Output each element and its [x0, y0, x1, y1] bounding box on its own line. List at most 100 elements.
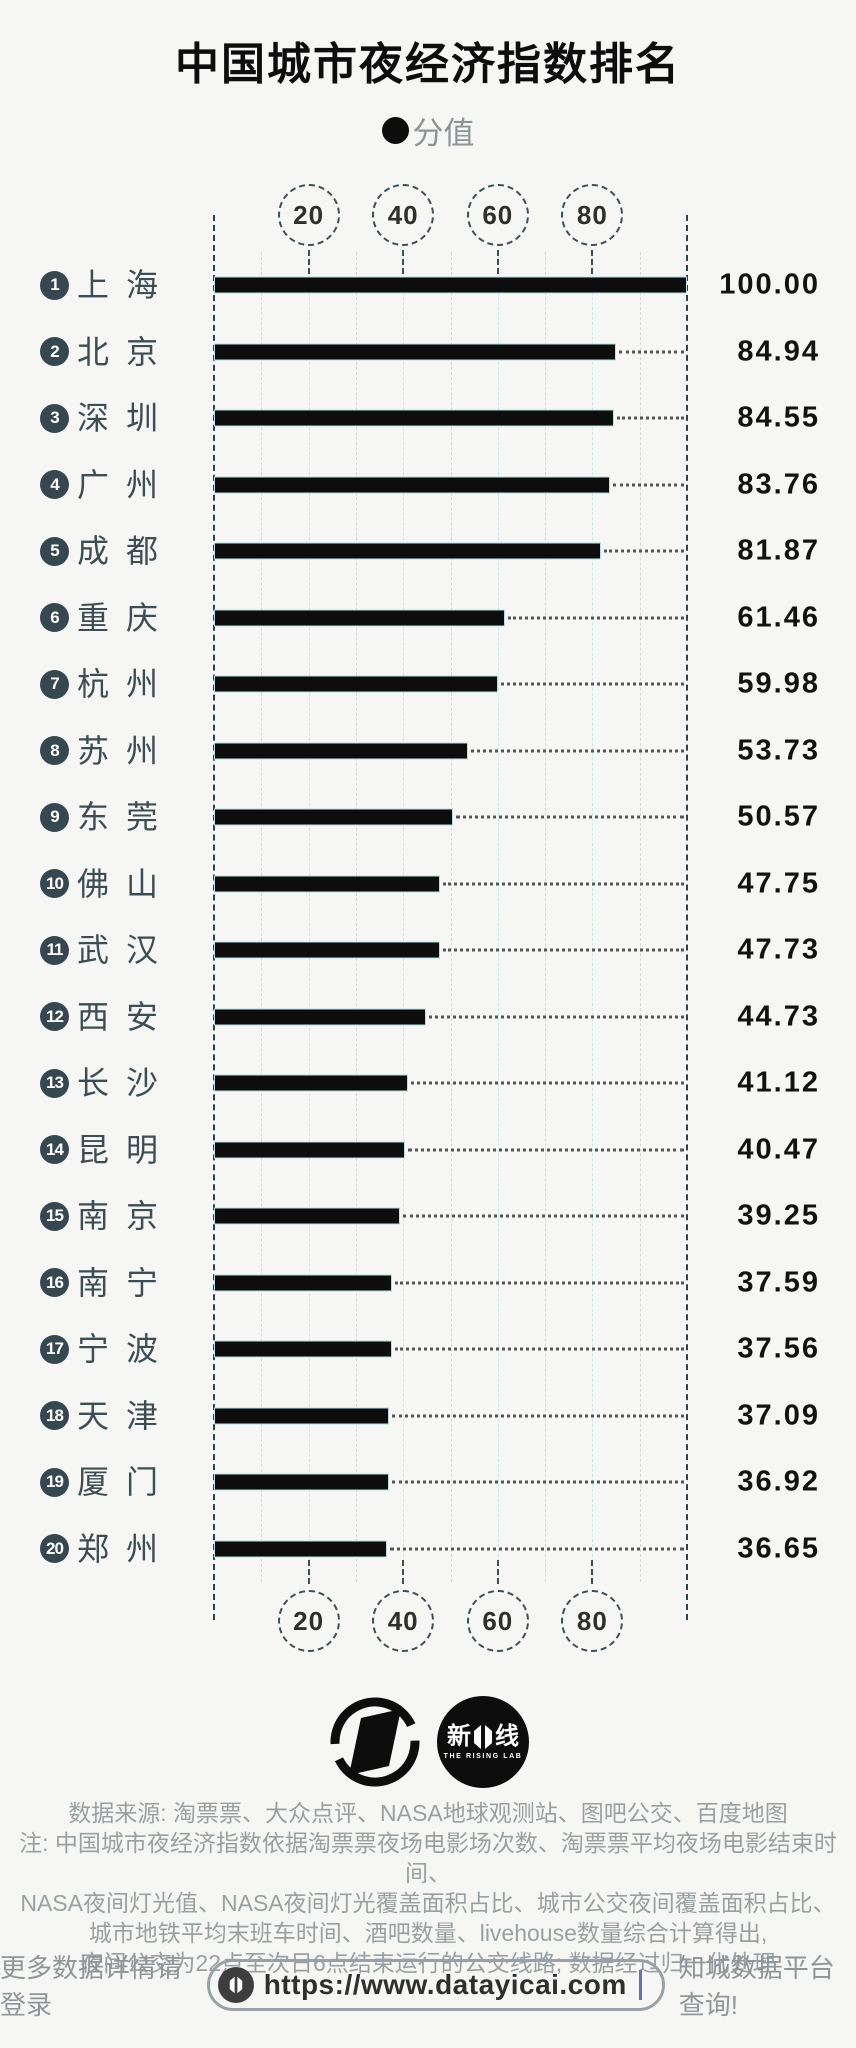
legend-label: 分值: [412, 116, 475, 151]
score-bar: [214, 1473, 389, 1491]
gridline: [403, 252, 405, 1582]
table-row: 15 南京 39.25: [0, 1183, 856, 1250]
score-value: 50.57: [737, 800, 820, 833]
axis-tick-label: 80: [576, 1605, 608, 1636]
city-label: 17 宁波: [40, 1333, 158, 1365]
city-char: 明: [125, 1131, 158, 1168]
city-char: 苏: [77, 732, 110, 769]
city-char: 宁: [125, 1264, 158, 1301]
city-name: 昆明: [77, 1134, 158, 1166]
city-char: 莞: [125, 799, 158, 836]
axis-tick: 20: [277, 1590, 340, 1652]
table-row: 13 长沙 41.12: [0, 1050, 856, 1117]
table-row: 5 成都 81.87: [0, 518, 856, 585]
score-bar: [214, 1207, 400, 1225]
score-value: 36.92: [737, 1465, 820, 1498]
city-name: 南京: [77, 1200, 158, 1232]
gridline: [639, 252, 641, 1582]
city-label: 16 南宁: [40, 1267, 158, 1299]
city-char: 厦: [77, 1464, 110, 1501]
city-label: 12 西安: [40, 1001, 158, 1033]
rising-lab-left-char: 新: [447, 1723, 471, 1750]
city-char: 州: [125, 1530, 158, 1567]
axis-line-right: [686, 215, 688, 1620]
table-row: 4 广州 83.76: [0, 452, 856, 519]
table-row: 12 西安 44.73: [0, 984, 856, 1051]
city-label: 13 长沙: [40, 1067, 158, 1099]
axis-tick-label: 60: [482, 199, 514, 230]
leader-line: [394, 1281, 684, 1285]
city-char: 汉: [125, 932, 158, 969]
gridline: [592, 252, 594, 1582]
city-name: 天津: [77, 1400, 158, 1432]
leader-line: [456, 815, 684, 819]
score-value: 47.73: [737, 933, 820, 966]
city-char: 深: [77, 400, 110, 437]
city-name: 西安: [77, 1001, 158, 1033]
rising-lab-right-char: 线: [495, 1723, 519, 1750]
leader-line: [390, 1547, 684, 1551]
rank-badge: 14: [40, 1135, 69, 1165]
rank-badge: 1: [40, 270, 69, 300]
score-bar: [214, 476, 611, 494]
score-bar: [214, 542, 602, 560]
rank-badge: 2: [40, 337, 69, 367]
axis-tick-label: 40: [387, 199, 419, 230]
city-char: 山: [125, 865, 158, 902]
city-char: 东: [77, 799, 110, 836]
city-label: 15 南京: [40, 1200, 158, 1232]
city-label: 19 厦门: [40, 1466, 158, 1498]
footer-line: 注: 中国城市夜经济指数依据淘票票夜场电影场次数、淘票票平均夜场电影结束时间、: [19, 1830, 837, 1886]
city-char: 杭: [77, 666, 110, 703]
rank-badge: 3: [40, 403, 69, 433]
city-name: 苏州: [77, 735, 158, 767]
city-char: 沙: [125, 1065, 158, 1102]
score-bar: [214, 343, 616, 361]
score-value: 47.75: [737, 867, 820, 900]
table-row: 2 北京 84.94: [0, 319, 856, 386]
score-bar: [214, 276, 687, 294]
axis-tick-label: 20: [293, 1605, 325, 1636]
url-pill[interactable]: https://www.datayicai.com: [206, 1959, 665, 2011]
axis-tick: 60: [466, 1590, 529, 1652]
table-row: 1 上海 100.00: [0, 252, 856, 319]
legend: 分值: [0, 108, 856, 153]
table-row: 17 宁波 37.56: [0, 1316, 856, 1383]
text-cursor: [638, 1970, 642, 2000]
leader-line: [471, 749, 684, 753]
table-row: 6 重庆 61.46: [0, 585, 856, 652]
city-name: 上海: [77, 269, 158, 301]
score-value: 39.25: [737, 1199, 820, 1232]
gridline: [497, 252, 499, 1582]
axis-tick-label: 80: [576, 199, 608, 230]
axis-tick: 60: [466, 184, 529, 246]
rising-lab-logo: 新 线 THE RISING LAB: [437, 1696, 529, 1788]
city-label: 18 天津: [40, 1400, 158, 1432]
score-value: 84.55: [737, 401, 820, 434]
url-text[interactable]: https://www.datayicai.com: [263, 1969, 627, 2000]
rank-badge: 9: [40, 802, 69, 832]
table-row: 8 苏州 53.73: [0, 718, 856, 785]
score-bar: [214, 1407, 390, 1425]
axis-tick: 40: [372, 1590, 435, 1652]
axis-line-left: [213, 215, 215, 1620]
table-row: 19 厦门 36.92: [0, 1449, 856, 1516]
score-value: 41.12: [737, 1066, 820, 1099]
city-name: 宁波: [77, 1333, 158, 1365]
city-char: 昆: [77, 1131, 110, 1168]
table-row: 14 昆明 40.47: [0, 1117, 856, 1184]
axis-tick: 80: [561, 1590, 624, 1652]
leader-line: [428, 1015, 684, 1019]
rank-badge: 15: [40, 1201, 69, 1231]
score-value: 37.09: [737, 1399, 820, 1432]
leader-line: [411, 1081, 684, 1085]
city-name: 长沙: [77, 1067, 158, 1099]
city-name: 南宁: [77, 1267, 158, 1299]
city-char: 门: [125, 1464, 158, 1501]
score-value: 61.46: [737, 601, 820, 634]
score-bar: [214, 1540, 388, 1558]
score-value: 81.87: [737, 534, 820, 567]
